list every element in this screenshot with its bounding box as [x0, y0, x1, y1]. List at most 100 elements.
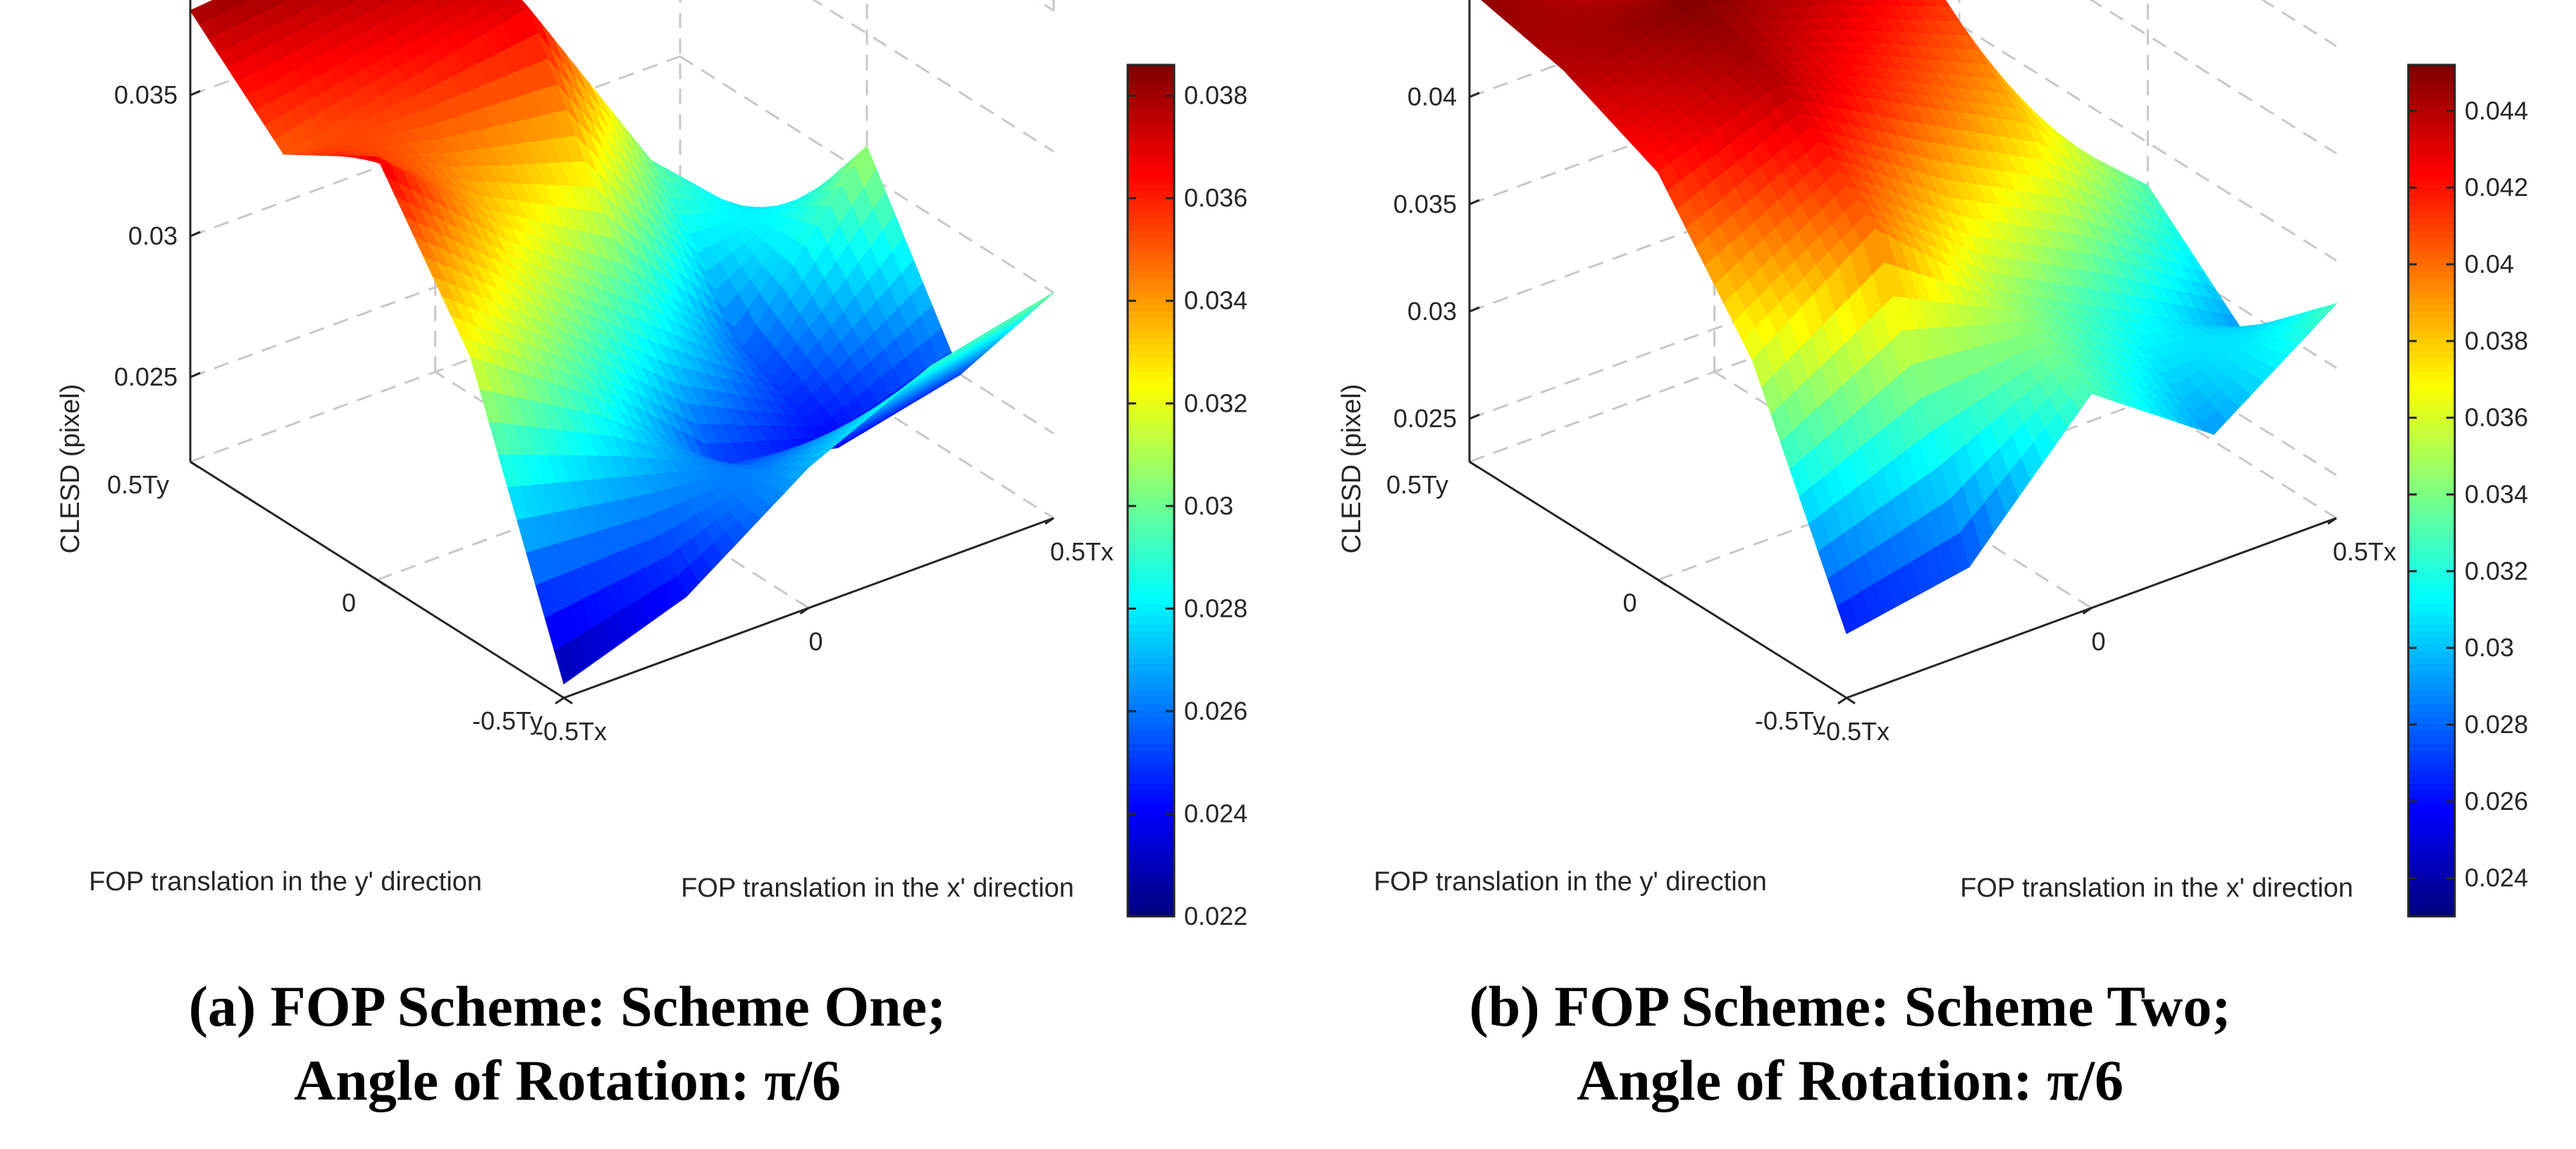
y-tick-label: 0.5Ty: [107, 470, 169, 499]
colorbar-segment: [1128, 543, 1174, 551]
colorbar-segment: [2408, 450, 2455, 458]
colorbar-segment: [2408, 251, 2455, 259]
y-tick-label: -0.5Ty: [1755, 706, 1825, 735]
colorbar-segment: [1128, 238, 1174, 245]
colorbar-segment: [2408, 224, 2455, 232]
z-tick-label: 0.03: [128, 221, 178, 250]
colorbar-segment: [1128, 424, 1174, 431]
colorbar-segment: [1128, 723, 1174, 731]
colorbar-segment: [1128, 716, 1174, 725]
colorbar-segment: [1128, 65, 1174, 73]
colorbar-segment: [2408, 324, 2455, 332]
colorbar-segment: [1128, 464, 1174, 472]
colorbar-segment: [1128, 244, 1174, 252]
colorbar-segment: [2408, 158, 2455, 166]
colorbar-segment: [1128, 703, 1174, 711]
colorbar-segment: [2408, 91, 2455, 99]
colorbar-segment: [2408, 563, 2455, 572]
colorbar-segment: [2408, 124, 2455, 133]
colorbar-segment: [1128, 278, 1174, 285]
colorbar-tick-label: 0.042: [2465, 173, 2528, 202]
colorbar-segment: [1128, 158, 1174, 166]
colorbar-segment: [2408, 550, 2455, 558]
colorbar-segment: [2408, 371, 2455, 379]
x-tick-label: -0.5Tx: [1818, 717, 1890, 746]
colorbar-segment: [2408, 431, 2455, 438]
colorbar-segment: [1128, 869, 1174, 878]
colorbar-segment: [1128, 470, 1174, 478]
caption-line-1: (b) FOP Scheme: Scheme Two;: [1469, 974, 2231, 1038]
colorbar-segment: [2408, 710, 2455, 718]
colorbar-segment: [2408, 164, 2455, 172]
colorbar-segment: [2408, 151, 2455, 159]
colorbar-segment: [1128, 78, 1174, 86]
colorbar-segment: [1128, 98, 1174, 106]
colorbar-segment: [2408, 690, 2455, 698]
colorbar-tick-label: 0.034: [2465, 479, 2528, 508]
colorbar-tick-label: 0.03: [1184, 491, 1233, 520]
colorbar-segment: [1128, 204, 1174, 212]
caption-line-2: Angle of Rotation: π/6: [294, 1048, 841, 1112]
colorbar-segment: [1128, 324, 1174, 332]
colorbar-segment: [1128, 151, 1174, 159]
colorbar-segment: [2408, 903, 2455, 911]
colorbar-segment: [2408, 71, 2455, 79]
z-tick-label: 0.035: [1393, 190, 1457, 219]
colorbar-segment: [1128, 297, 1174, 305]
colorbar-segment: [2408, 816, 2455, 824]
colorbar-segment: [2408, 524, 2455, 532]
colorbar-segment: [2408, 530, 2455, 538]
y-tick-label: 0: [1622, 589, 1637, 617]
colorbar-segment: [2408, 443, 2455, 452]
colorbar: 0.024 0.026 0.028 0.03 0.032 0.034 0.036 0.038 0…: [2407, 63, 2528, 918]
colorbar-segment: [1128, 696, 1174, 704]
colorbar-segment: [2408, 863, 2455, 871]
colorbar-segment: [2408, 264, 2455, 272]
colorbar-segment: [1128, 637, 1174, 644]
colorbar-segment: [1128, 85, 1174, 92]
x-tick-label: 0: [2091, 627, 2105, 656]
colorbar-segment: [2408, 257, 2455, 265]
colorbar-segment: [2408, 843, 2455, 851]
colorbar-segment: [1128, 776, 1174, 785]
colorbar-segment: [2408, 623, 2455, 631]
axes-lines: [189, 0, 1054, 705]
colorbar-segment: [2408, 417, 2455, 425]
colorbar-segment: [2408, 637, 2455, 644]
colorbar-segment: [2408, 78, 2455, 86]
colorbar-segment: [1128, 145, 1174, 152]
colorbar-segment: [2408, 543, 2455, 551]
surface-patch: [554, 643, 577, 684]
x-tick-label: 0.5Tx: [1050, 537, 1114, 566]
colorbar-segment: [1128, 663, 1174, 671]
colorbar-segment: [2408, 111, 2455, 119]
colorbar-segment: [1128, 377, 1174, 385]
colorbar-segment: [2408, 244, 2455, 252]
colorbar-segment: [1128, 570, 1174, 578]
colorbar-segment: [2408, 137, 2455, 146]
z-tick-label: 0.04: [1407, 82, 1457, 111]
colorbar-segment: [2408, 85, 2455, 92]
colorbar-segment: [1128, 131, 1174, 139]
colorbar-segment: [2408, 477, 2455, 485]
colorbar-segment: [1128, 803, 1174, 811]
colorbar-segment: [2408, 630, 2455, 638]
colorbar-segment: [1128, 417, 1174, 425]
colorbar-segment: [1128, 789, 1174, 797]
colorbar-segment: [1128, 184, 1174, 192]
colorbar-segment: [2408, 597, 2455, 605]
colorbar-segment: [1128, 783, 1174, 791]
z-axis-label: CLESD (pixel): [1337, 384, 1367, 554]
colorbar-segment: [1128, 211, 1174, 219]
x-axis-label: FOP translation in the x' direction: [681, 873, 1074, 903]
colorbar-segment: [1128, 843, 1174, 851]
colorbar-segment: [1128, 830, 1174, 837]
colorbar-segment: [1128, 224, 1174, 232]
colorbar-segment: [1128, 737, 1174, 744]
colorbar-segment: [1128, 550, 1174, 558]
colorbar-segment: [2408, 191, 2455, 199]
surface-patch: [502, 0, 516, 6]
colorbar-segment: [2408, 364, 2455, 371]
colorbar-tick-label: 0.032: [1184, 388, 1247, 417]
